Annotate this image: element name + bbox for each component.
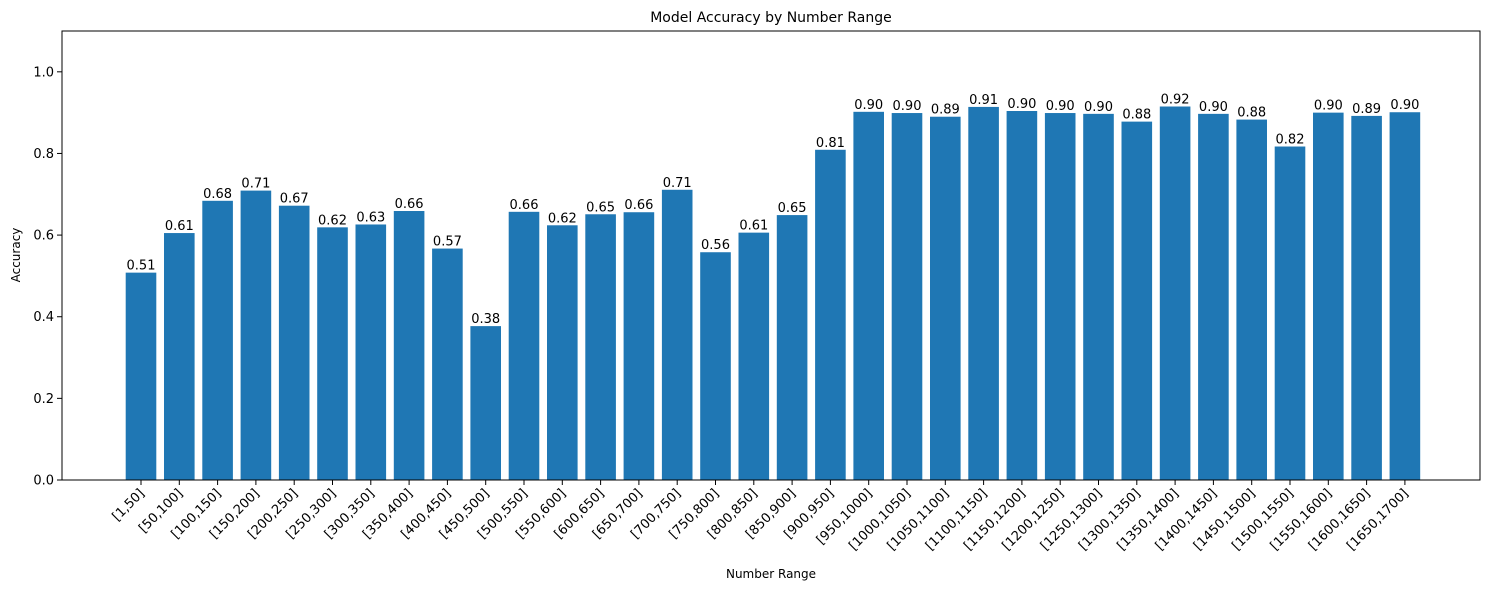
bar-value-label: 0.91 [969,93,998,108]
bar [891,113,923,480]
bar-value-label: 0.65 [586,200,615,215]
bar [470,326,501,480]
bar-value-label: 0.90 [854,98,883,113]
bar [585,214,616,480]
y-tick-label: 1.0 [33,65,54,80]
y-tick-label: 0.0 [33,474,54,489]
bar [1236,119,1267,480]
bar [278,205,310,480]
bar-value-label: 0.51 [127,259,156,274]
y-axis-label: Accuracy [9,228,23,283]
bar [1351,115,1382,481]
bar [968,106,999,481]
bar [853,111,884,480]
bar-value-label: 0.57 [433,235,462,250]
bar [700,252,731,480]
bar [317,227,348,480]
bar-value-label: 0.89 [1352,102,1381,117]
bar-value-label: 0.88 [1122,108,1151,123]
bar [508,211,540,480]
bar [1198,113,1229,481]
bar [393,211,425,480]
bar [125,272,157,480]
bar [661,189,693,480]
chart-title: Model Accuracy by Number Range [650,10,892,26]
bar-value-label: 0.82 [1276,133,1305,148]
bar-value-label: 0.90 [1007,97,1036,112]
bar [240,190,272,480]
y-tick-label: 0.2 [33,392,54,407]
bar [1121,121,1153,481]
bar-value-label: 0.67 [280,192,309,207]
bar-value-label: 0.90 [893,99,922,114]
bar [623,212,655,481]
y-tick-label: 0.8 [33,147,54,162]
bar-value-label: 0.62 [318,213,347,228]
bar [355,224,387,480]
bar [738,232,770,480]
bar-value-label: 0.38 [471,312,500,327]
bar-value-label: 0.90 [1314,99,1343,114]
bar-value-label: 0.56 [701,238,730,253]
bar [1083,113,1114,481]
bar [1313,112,1344,480]
bar-value-label: 0.90 [1199,100,1228,115]
bar-value-label: 0.90 [1084,100,1113,115]
x-axis-label: Number Range [726,567,816,581]
bar-value-label: 0.71 [241,177,270,192]
bar [432,248,463,480]
bar-value-label: 0.88 [1237,106,1266,121]
y-tick-label: 0.4 [33,310,54,325]
bar-value-label: 0.90 [1046,99,1075,114]
bar-value-label: 0.89 [931,103,960,118]
bar-value-label: 0.66 [510,198,539,213]
bar [776,215,808,480]
bar [547,225,578,480]
bar-value-label: 0.66 [624,198,653,213]
bar [1274,146,1306,480]
bar [1006,111,1038,480]
bar-value-label: 0.90 [1390,98,1419,113]
bar [815,149,846,480]
bar-value-label: 0.68 [203,187,232,202]
bar [1389,112,1421,480]
bar-value-label: 0.65 [778,201,807,216]
y-tick-label: 0.6 [33,229,54,244]
bar-value-label: 0.71 [663,176,692,191]
bars-group: 0.51 0.61 0.68 0.71 0.67 0.62 0.63 0.66 0.57 0.38… [125,93,1421,481]
bar-value-label: 0.92 [1161,93,1190,108]
bar-value-label: 0.61 [739,219,768,234]
bar-value-label: 0.62 [548,211,577,226]
x-axis: [1,50][50,100][100,150][150,200][200,250… [110,480,1412,554]
bar-value-label: 0.66 [395,197,424,212]
plot-frame [61,30,1481,481]
bar-value-label: 0.81 [816,136,845,151]
bar [930,116,961,480]
bar [1044,113,1076,480]
bar [202,200,233,481]
bar-value-label: 0.61 [165,219,194,234]
y-axis: 0.0 0.2 0.4 0.6 0.8 1.0 [33,65,62,489]
bar [1159,106,1191,480]
bar [164,233,195,480]
bar-value-label: 0.63 [356,210,385,225]
